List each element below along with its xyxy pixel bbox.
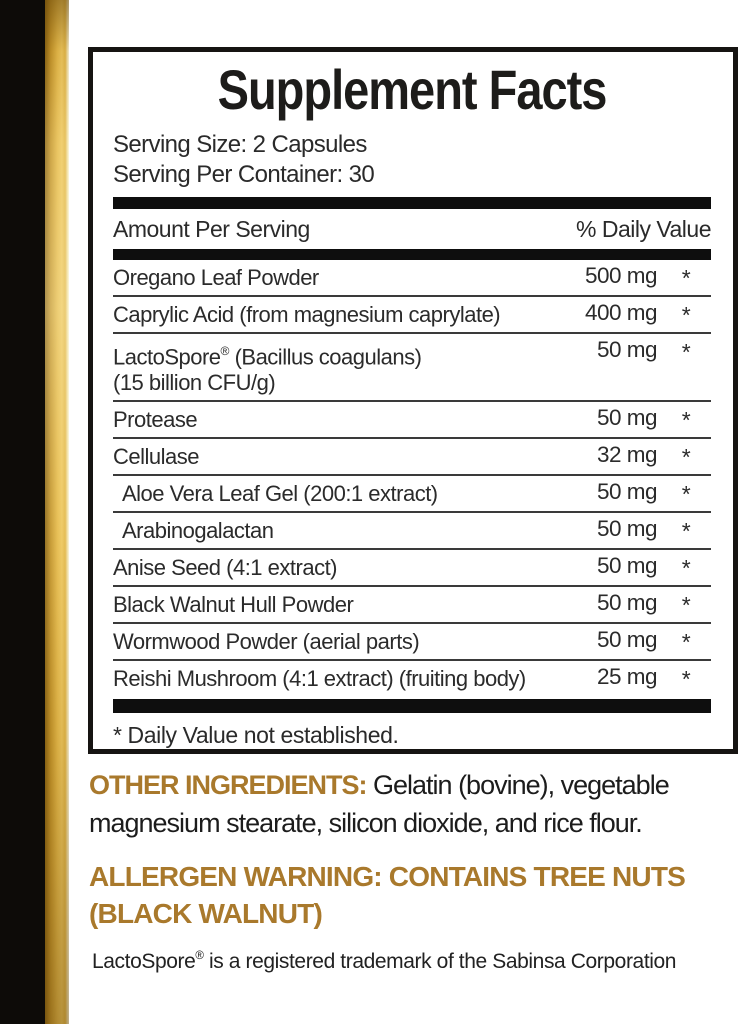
ingredient-row: Anise Seed (4:1 extract) 50 mg * <box>113 550 711 588</box>
ingredient-row: Reishi Mushroom (4:1 extract) (fruiting … <box>113 661 711 696</box>
daily-value-asterisk: * <box>681 444 691 471</box>
ingredient-amount: 50 mg <box>596 516 658 542</box>
trademark-note-part: is a registered trademark of the Sabinsa… <box>203 950 677 973</box>
ingredient-amount: 400 mg <box>584 300 658 325</box>
ingredient-name: Caprylic Acid (from magnesium caprylate) <box>113 302 501 327</box>
daily-value-asterisk: * <box>681 629 691 656</box>
ingredient-amount: 500 mg <box>584 263 658 288</box>
daily-value-asterisk: * <box>681 481 691 508</box>
serving-size: Serving Size: 2 Capsules <box>113 131 367 158</box>
footnote: * Daily Value not established. <box>113 722 399 749</box>
ingredient-amount: 50 mg <box>596 553 658 579</box>
ingredient-row: Cellulase 32 mg * <box>113 439 711 477</box>
servings-per-container: Serving Per Container: 30 <box>113 161 375 188</box>
ingredient-row: Arabinogalactan 50 mg * <box>113 513 711 551</box>
divider-bar-thick <box>113 249 711 260</box>
column-header-amount: Amount Per Serving <box>113 216 310 242</box>
daily-value-asterisk: * <box>681 555 691 582</box>
ingredient-name: Black Walnut Hull Powder <box>113 592 354 618</box>
ingredient-name: Protease <box>113 407 198 433</box>
ingredient-row: Oregano Leaf Powder 500 mg * <box>113 260 711 297</box>
ingredient-row: Caprylic Acid (from magnesium caprylate)… <box>113 297 711 334</box>
ingredient-amount: 32 mg <box>596 442 658 468</box>
other-ingredients-line2: magnesium stearate, silicon dioxide, and… <box>89 808 643 838</box>
daily-value-asterisk: * <box>681 302 691 328</box>
ingredient-name: Wormwood Powder (aerial parts) <box>113 629 420 655</box>
brand-stripe-gold <box>45 0 69 1024</box>
ingredient-name: LactoSpore® (Bacillus coagulans) (15 bill… <box>113 339 557 396</box>
other-ingredients-text: Gelatin (bovine), vegetable <box>366 770 670 800</box>
ingredient-table: Oregano Leaf Powder 500 mg * Caprylic Ac… <box>113 260 711 696</box>
ingredient-amount: 50 mg <box>596 627 658 653</box>
allergen-warning: ALLERGEN WARNING: CONTAINS TREE NUTS (BL… <box>89 858 749 932</box>
daily-value-asterisk: * <box>681 518 691 545</box>
registered-mark-icon: ® <box>195 950 204 962</box>
ingredient-amount: 50 mg <box>596 479 658 505</box>
panel-title: Supplement Facts <box>217 58 608 121</box>
trademark-note: LactoSpore® is a registered trademark of… <box>92 950 750 974</box>
daily-value-asterisk: * <box>681 339 691 365</box>
daily-value-asterisk: * <box>681 407 691 434</box>
ingredient-amount: 50 mg <box>596 405 658 431</box>
column-header-row: Amount Per Serving % Daily Value <box>113 209 711 249</box>
ingredient-name-line2: (15 billion CFU/g) <box>113 370 276 396</box>
daily-value-asterisk: * <box>681 666 691 693</box>
ingredient-name: Anise Seed (4:1 extract) <box>113 555 338 581</box>
panel-title-wrap: Supplement Facts <box>113 54 711 130</box>
ingredient-name: Reishi Mushroom (4:1 extract) (fruiting … <box>113 666 526 692</box>
ingredient-row: Black Walnut Hull Powder 50 mg * <box>113 587 711 625</box>
ingredient-name-part: (Bacillus coagulans) <box>228 344 422 370</box>
other-ingredients-label: OTHER INGREDIENTS: <box>89 770 368 800</box>
ingredient-name: Aloe Vera Leaf Gel (200:1 extract) <box>122 481 438 507</box>
trademark-note-part: LactoSpore <box>92 950 196 973</box>
ingredient-row: Aloe Vera Leaf Gel (200:1 extract) 50 mg… <box>113 476 711 514</box>
ingredient-amount: 50 mg <box>596 337 658 362</box>
ingredient-row: LactoSpore® (Bacillus coagulans) (15 bill… <box>113 334 711 403</box>
registered-mark-icon: ® <box>220 344 230 358</box>
divider-bar-thick <box>113 699 711 714</box>
ingredient-amount: 25 mg <box>596 664 658 690</box>
ingredient-row: Wormwood Powder (aerial parts) 50 mg * <box>113 624 711 662</box>
allergen-warning-line1: ALLERGEN WARNING: CONTAINS TREE NUTS <box>89 861 686 892</box>
daily-value-asterisk: * <box>681 265 691 291</box>
daily-value-asterisk: * <box>681 592 691 619</box>
ingredient-name-part: LactoSpore <box>113 344 221 370</box>
column-header-daily-value: % Daily Value <box>576 216 711 242</box>
ingredient-name: Arabinogalactan <box>122 518 274 544</box>
allergen-warning-line2: (BLACK WALNUT) <box>89 898 323 929</box>
ingredient-row: Protease 50 mg * <box>113 402 711 440</box>
other-ingredients-line1: OTHER INGREDIENTS: Gelatin (bovine), veg… <box>89 766 749 804</box>
brand-stripe-black <box>0 0 45 1024</box>
supplement-facts-panel: Supplement Facts Serving Size: 2 Capsule… <box>88 47 738 754</box>
ingredient-name: Cellulase <box>113 444 200 470</box>
ingredient-name: Oregano Leaf Powder <box>113 265 319 290</box>
other-ingredients-paragraph: OTHER INGREDIENTS: Gelatin (bovine), veg… <box>89 766 749 842</box>
divider-bar-thick <box>113 197 711 209</box>
ingredient-amount: 50 mg <box>596 590 658 616</box>
